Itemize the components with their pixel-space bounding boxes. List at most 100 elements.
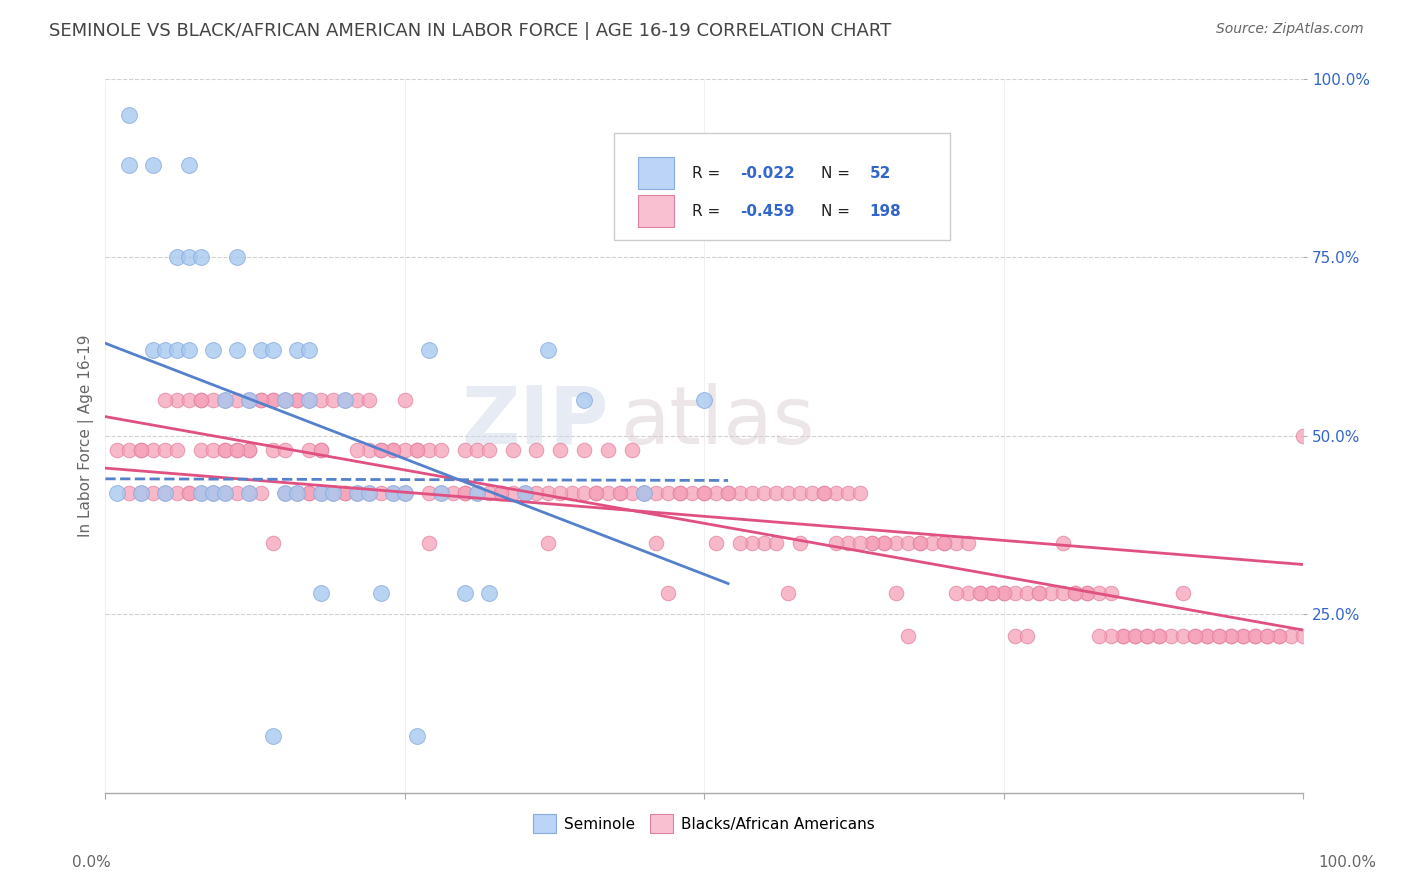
Point bbox=[394, 393, 416, 408]
Point bbox=[309, 443, 332, 458]
Point bbox=[800, 486, 823, 500]
Point bbox=[1197, 629, 1219, 643]
Point bbox=[717, 486, 740, 500]
FancyBboxPatch shape bbox=[638, 195, 675, 227]
Point bbox=[357, 486, 380, 500]
Point bbox=[179, 158, 201, 172]
Point bbox=[956, 536, 979, 550]
Point bbox=[333, 486, 356, 500]
Point bbox=[704, 536, 727, 550]
Point bbox=[1040, 586, 1063, 600]
Point bbox=[741, 536, 763, 550]
Point bbox=[502, 486, 524, 500]
Point bbox=[405, 443, 427, 458]
Point bbox=[381, 443, 404, 458]
Point bbox=[309, 393, 332, 408]
Point bbox=[1099, 586, 1122, 600]
Point bbox=[226, 486, 249, 500]
Point bbox=[298, 443, 321, 458]
Point bbox=[262, 393, 284, 408]
Point bbox=[166, 343, 188, 358]
Point bbox=[1268, 629, 1291, 643]
Text: 52: 52 bbox=[869, 166, 891, 180]
Text: 100.0%: 100.0% bbox=[1317, 855, 1376, 870]
Point bbox=[1052, 586, 1074, 600]
Point bbox=[513, 486, 536, 500]
Point bbox=[370, 486, 392, 500]
Point bbox=[1292, 429, 1315, 443]
Point bbox=[693, 393, 716, 408]
Point bbox=[179, 343, 201, 358]
Point bbox=[118, 158, 141, 172]
Point bbox=[1147, 629, 1170, 643]
Point bbox=[309, 586, 332, 600]
Point bbox=[333, 486, 356, 500]
Point bbox=[873, 536, 896, 550]
Point bbox=[598, 443, 620, 458]
Point bbox=[155, 443, 177, 458]
Point bbox=[897, 536, 920, 550]
Point bbox=[598, 486, 620, 500]
Point bbox=[333, 393, 356, 408]
Point bbox=[645, 536, 668, 550]
Point bbox=[214, 443, 236, 458]
Point bbox=[837, 486, 859, 500]
Point bbox=[357, 443, 380, 458]
Point bbox=[226, 443, 249, 458]
Point bbox=[789, 486, 811, 500]
Text: R =: R = bbox=[692, 166, 725, 180]
Point bbox=[142, 343, 165, 358]
Point bbox=[202, 486, 225, 500]
Point bbox=[585, 486, 607, 500]
Point bbox=[585, 486, 607, 500]
Point bbox=[238, 393, 260, 408]
Point bbox=[190, 486, 212, 500]
Point bbox=[274, 393, 297, 408]
Point bbox=[1220, 629, 1243, 643]
Point bbox=[728, 486, 751, 500]
Point bbox=[370, 443, 392, 458]
Point bbox=[561, 486, 583, 500]
Point bbox=[274, 393, 297, 408]
Point bbox=[969, 586, 991, 600]
Point bbox=[226, 443, 249, 458]
Point bbox=[1017, 629, 1039, 643]
Point bbox=[645, 486, 668, 500]
Point bbox=[214, 486, 236, 500]
Point bbox=[657, 586, 679, 600]
Point bbox=[238, 486, 260, 500]
Point bbox=[274, 393, 297, 408]
Point bbox=[1244, 629, 1267, 643]
Point bbox=[274, 443, 297, 458]
Point bbox=[274, 486, 297, 500]
Point bbox=[1076, 586, 1098, 600]
Point bbox=[105, 486, 128, 500]
Point bbox=[633, 486, 655, 500]
Point bbox=[776, 486, 799, 500]
Point bbox=[489, 486, 512, 500]
Point bbox=[1220, 629, 1243, 643]
Point bbox=[609, 486, 631, 500]
Point bbox=[513, 486, 536, 500]
Point bbox=[717, 486, 740, 500]
Point bbox=[884, 586, 907, 600]
Point bbox=[1064, 586, 1087, 600]
Point bbox=[550, 486, 572, 500]
Point bbox=[980, 586, 1002, 600]
Point bbox=[250, 393, 273, 408]
Point bbox=[969, 586, 991, 600]
Point bbox=[477, 586, 499, 600]
Point bbox=[477, 443, 499, 458]
Point bbox=[179, 486, 201, 500]
Point bbox=[118, 486, 141, 500]
Point bbox=[142, 443, 165, 458]
Point bbox=[322, 393, 344, 408]
Point bbox=[357, 393, 380, 408]
Point bbox=[621, 486, 644, 500]
Point bbox=[202, 443, 225, 458]
FancyBboxPatch shape bbox=[614, 133, 949, 240]
Point bbox=[813, 486, 835, 500]
Point bbox=[238, 393, 260, 408]
Point bbox=[285, 343, 308, 358]
Point bbox=[381, 486, 404, 500]
